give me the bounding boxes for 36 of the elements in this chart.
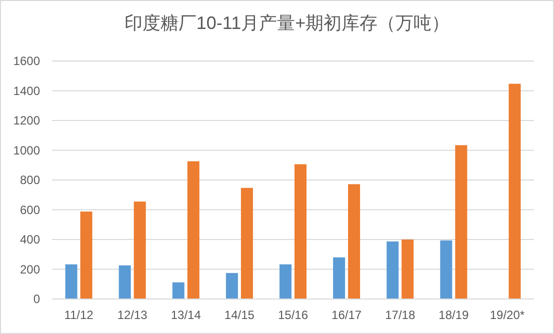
y-tick-label: 1400 — [13, 84, 40, 98]
bar — [333, 257, 346, 299]
y-tick-label: 800 — [20, 173, 40, 187]
bar — [118, 265, 131, 299]
bar — [294, 164, 306, 299]
bar — [65, 264, 78, 299]
bar — [172, 282, 184, 299]
bar — [80, 212, 92, 299]
y-tick-label: 0 — [33, 292, 40, 306]
y-tick-label: 1600 — [13, 54, 40, 68]
bar — [508, 84, 521, 299]
x-tick-label: 13/14 — [170, 308, 202, 322]
y-tick-label: 400 — [20, 232, 40, 246]
x-tick-label: 18/19 — [438, 308, 470, 322]
x-tick-label: 19/20* — [490, 308, 525, 322]
x-tick-label: 14/15 — [224, 308, 255, 322]
bar — [240, 188, 253, 299]
bar — [348, 184, 360, 299]
y-tick-label: 600 — [20, 202, 40, 217]
bar — [402, 240, 414, 299]
y-tick-label: 1200 — [13, 114, 40, 128]
bar — [280, 264, 292, 299]
x-tick-label: 15/16 — [278, 308, 308, 322]
x-tick-label: 17/18 — [385, 308, 416, 322]
y-tick-label: 200 — [20, 262, 40, 276]
y-tick-label: 1000 — [13, 143, 40, 158]
x-tick-label: 12/13 — [117, 308, 148, 322]
bar — [386, 241, 399, 299]
x-tick-label: 11/12 — [64, 308, 94, 322]
bar — [226, 272, 238, 299]
bar — [440, 240, 452, 299]
bar — [134, 202, 146, 299]
chart-title: 印度糖厂10-11月产量+期初库存（万吨） — [124, 13, 450, 33]
bar — [455, 145, 468, 299]
x-tick-label: 16/17 — [332, 308, 362, 322]
bar — [187, 161, 200, 299]
